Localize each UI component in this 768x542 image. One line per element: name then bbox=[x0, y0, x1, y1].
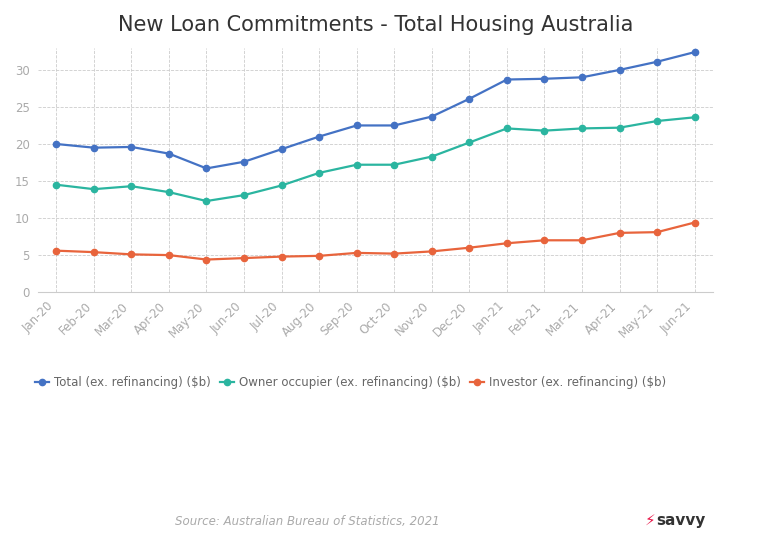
Total (ex. refinancing) ($b) bbox=[465, 95, 474, 102]
Owner occupier (ex. refinancing) ($b) bbox=[540, 127, 549, 134]
Total (ex. refinancing) ($b) bbox=[352, 122, 361, 128]
Owner occupier (ex. refinancing) ($b) bbox=[427, 153, 436, 160]
Investor (ex. refinancing) ($b) bbox=[615, 230, 624, 236]
Total (ex. refinancing) ($b) bbox=[240, 158, 249, 165]
Owner occupier (ex. refinancing) ($b) bbox=[315, 170, 324, 176]
Total (ex. refinancing) ($b) bbox=[89, 144, 98, 151]
Investor (ex. refinancing) ($b) bbox=[690, 220, 700, 226]
Text: Source: Australian Bureau of Statistics, 2021: Source: Australian Bureau of Statistics,… bbox=[175, 515, 439, 528]
Title: New Loan Commitments - Total Housing Australia: New Loan Commitments - Total Housing Aus… bbox=[118, 15, 633, 35]
Text: savvy: savvy bbox=[657, 513, 706, 528]
Total (ex. refinancing) ($b) bbox=[690, 49, 700, 55]
Investor (ex. refinancing) ($b) bbox=[202, 256, 211, 263]
Investor (ex. refinancing) ($b) bbox=[540, 237, 549, 243]
Owner occupier (ex. refinancing) ($b) bbox=[51, 182, 61, 188]
Owner occupier (ex. refinancing) ($b) bbox=[240, 192, 249, 198]
Owner occupier (ex. refinancing) ($b) bbox=[352, 162, 361, 168]
Line: Investor (ex. refinancing) ($b): Investor (ex. refinancing) ($b) bbox=[53, 220, 698, 263]
Total (ex. refinancing) ($b) bbox=[540, 75, 549, 82]
Investor (ex. refinancing) ($b) bbox=[653, 229, 662, 235]
Total (ex. refinancing) ($b) bbox=[51, 141, 61, 147]
Owner occupier (ex. refinancing) ($b) bbox=[127, 183, 136, 190]
Owner occupier (ex. refinancing) ($b) bbox=[578, 125, 587, 132]
Text: ⚡: ⚡ bbox=[645, 512, 656, 527]
Owner occupier (ex. refinancing) ($b) bbox=[389, 162, 399, 168]
Owner occupier (ex. refinancing) ($b) bbox=[89, 186, 98, 192]
Owner occupier (ex. refinancing) ($b) bbox=[202, 198, 211, 204]
Investor (ex. refinancing) ($b) bbox=[352, 250, 361, 256]
Investor (ex. refinancing) ($b) bbox=[164, 252, 174, 259]
Total (ex. refinancing) ($b) bbox=[578, 74, 587, 81]
Total (ex. refinancing) ($b) bbox=[315, 133, 324, 140]
Total (ex. refinancing) ($b) bbox=[389, 122, 399, 128]
Investor (ex. refinancing) ($b) bbox=[578, 237, 587, 243]
Legend: Total (ex. refinancing) ($b), Owner occupier (ex. refinancing) ($b), Investor (e: Total (ex. refinancing) ($b), Owner occu… bbox=[30, 371, 670, 394]
Total (ex. refinancing) ($b) bbox=[615, 67, 624, 73]
Total (ex. refinancing) ($b) bbox=[277, 146, 286, 152]
Total (ex. refinancing) ($b) bbox=[164, 150, 174, 157]
Total (ex. refinancing) ($b) bbox=[502, 76, 511, 83]
Owner occupier (ex. refinancing) ($b) bbox=[690, 114, 700, 120]
Owner occupier (ex. refinancing) ($b) bbox=[465, 139, 474, 146]
Owner occupier (ex. refinancing) ($b) bbox=[615, 125, 624, 131]
Investor (ex. refinancing) ($b) bbox=[427, 248, 436, 255]
Total (ex. refinancing) ($b) bbox=[427, 113, 436, 120]
Investor (ex. refinancing) ($b) bbox=[127, 251, 136, 257]
Owner occupier (ex. refinancing) ($b) bbox=[502, 125, 511, 132]
Owner occupier (ex. refinancing) ($b) bbox=[653, 118, 662, 124]
Investor (ex. refinancing) ($b) bbox=[240, 255, 249, 261]
Line: Owner occupier (ex. refinancing) ($b): Owner occupier (ex. refinancing) ($b) bbox=[53, 114, 698, 204]
Line: Total (ex. refinancing) ($b): Total (ex. refinancing) ($b) bbox=[53, 49, 698, 172]
Investor (ex. refinancing) ($b) bbox=[465, 244, 474, 251]
Investor (ex. refinancing) ($b) bbox=[389, 250, 399, 257]
Investor (ex. refinancing) ($b) bbox=[51, 247, 61, 254]
Total (ex. refinancing) ($b) bbox=[127, 144, 136, 150]
Investor (ex. refinancing) ($b) bbox=[277, 253, 286, 260]
Investor (ex. refinancing) ($b) bbox=[315, 253, 324, 259]
Owner occupier (ex. refinancing) ($b) bbox=[277, 182, 286, 189]
Total (ex. refinancing) ($b) bbox=[202, 165, 211, 172]
Total (ex. refinancing) ($b) bbox=[653, 59, 662, 65]
Investor (ex. refinancing) ($b) bbox=[89, 249, 98, 255]
Investor (ex. refinancing) ($b) bbox=[502, 240, 511, 247]
Owner occupier (ex. refinancing) ($b) bbox=[164, 189, 174, 195]
